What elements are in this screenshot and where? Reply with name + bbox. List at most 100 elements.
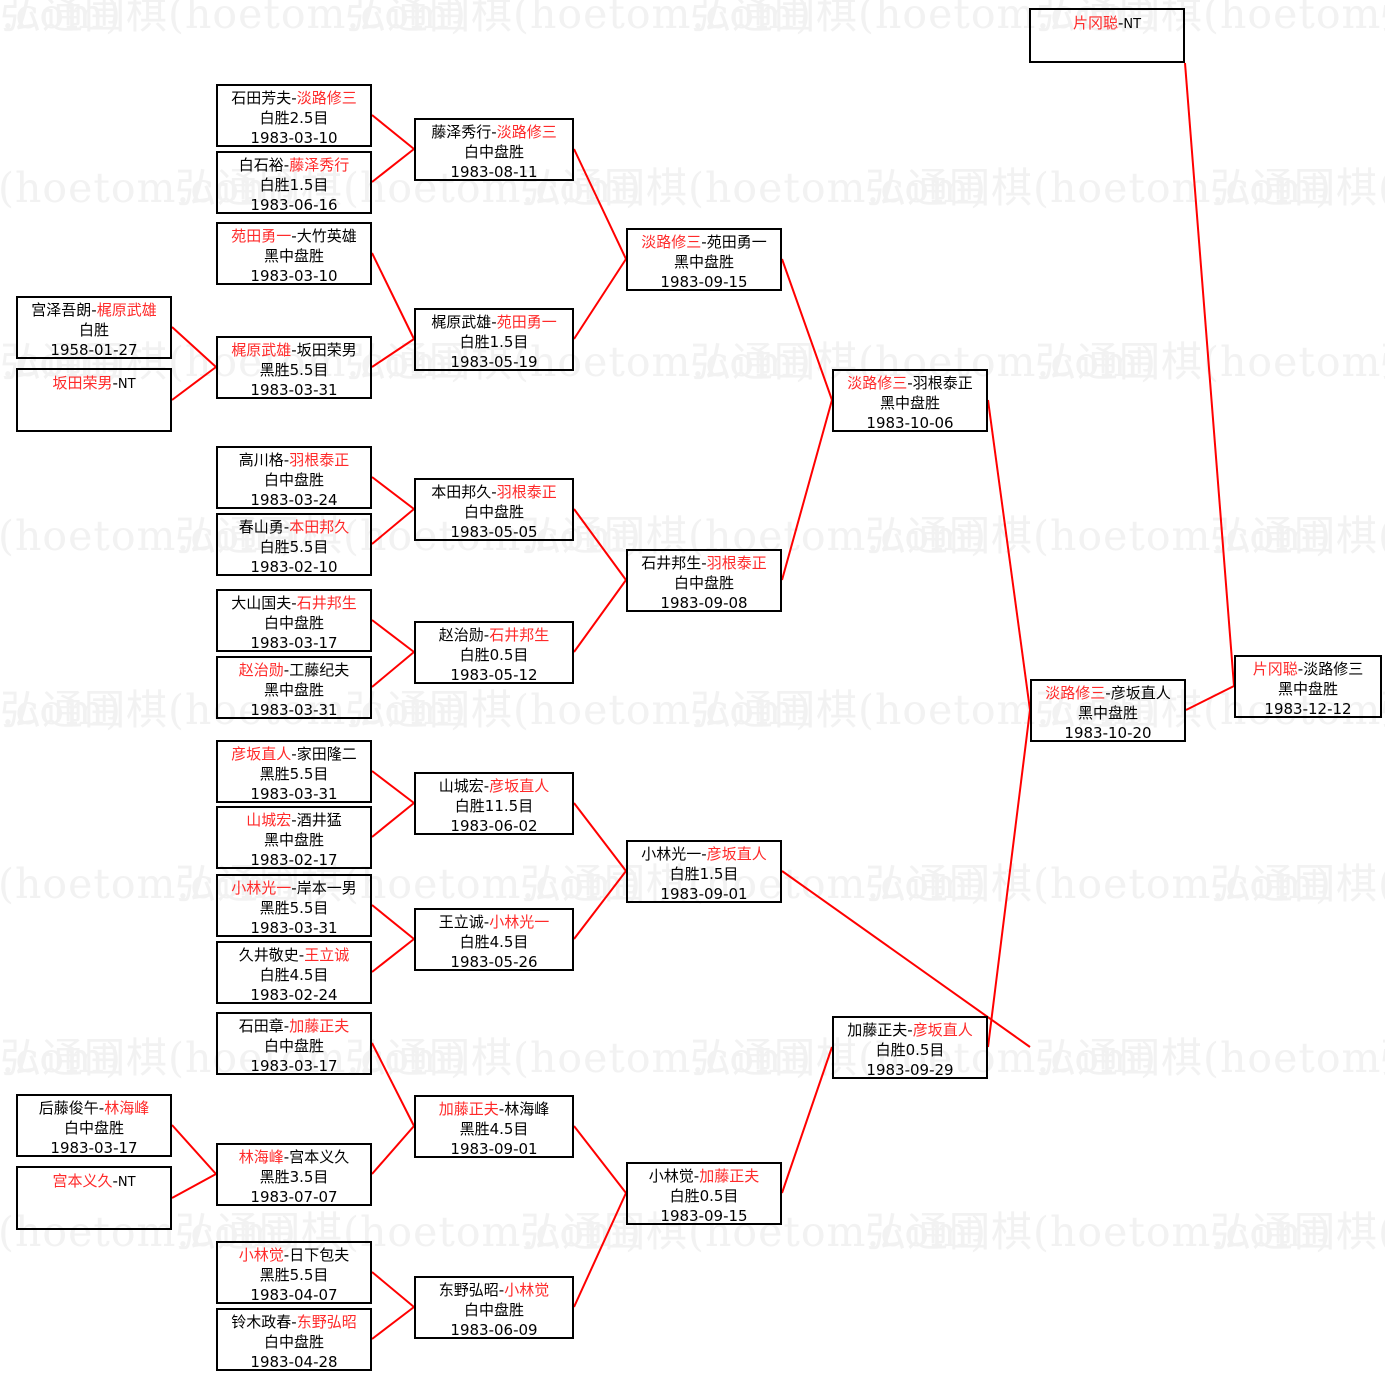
match-box-seed-goto-rin[interactable]: 后藤俊午-林海峰 白中盘胜 1983-03-17 (16, 1094, 172, 1157)
match-players: 赵治勋-工藤纪夫 (218, 660, 370, 680)
match-players: 白石裕-藤泽秀行 (218, 155, 370, 175)
connector-line (371, 651, 415, 688)
player-separator: - (283, 518, 290, 536)
player-left: 林海峰 (238, 1148, 284, 1166)
match-box-r1-takagawa-hane[interactable]: 高川格-羽根泰正 白中盘胜 1983-03-24 (216, 446, 372, 509)
match-box-r1-yamashiro-sakai[interactable]: 山城宏-酒井猛 黑中盘胜 1983-02-17 (216, 806, 372, 869)
match-box-r1-sonoda-otake[interactable]: 苑田勇一-大竹英雄 黑中盘胜 1983-03-10 (216, 222, 372, 285)
match-players: 春山勇-本田邦久 (218, 517, 370, 537)
match-result: 黑胜5.5目 (259, 899, 329, 917)
player-right: 工藤纪夫 (289, 661, 350, 679)
match-box-r4-awaji-hane[interactable]: 淡路修三-羽根泰正 黑中盘胜 1983-10-06 (832, 369, 988, 432)
watermark-text: 弘通围棋(hoetom.com) (0, 1372, 122, 1381)
player-left: 赵治勋 (238, 661, 284, 679)
match-players: 淡路修三-彦坂直人 (1032, 683, 1184, 703)
match-box-final-kataoka-awaji[interactable]: 片冈聪-淡路修三 黑中盘胜 1983-12-12 (1234, 655, 1382, 718)
match-date: 1983-03-24 (250, 491, 338, 509)
match-players: 藤泽秀行-淡路修三 (416, 122, 572, 142)
player-right: 羽根泰正 (912, 374, 973, 392)
player-left: 大山国夫 (231, 594, 292, 612)
match-players: 苑田勇一-大竹英雄 (218, 226, 370, 246)
player-right: 淡路修三 (496, 123, 557, 141)
match-date: 1983-03-31 (250, 785, 338, 803)
match-box-seed-miyazawa-kajiwara[interactable]: 宫泽吾朗-梶原武雄 白胜 1958-01-27 (16, 296, 172, 359)
match-box-r1-kui-oh[interactable]: 久井敬史-王立诚 白胜4.5目 1983-02-24 (216, 941, 372, 1004)
watermark-text: 弘通围棋(hoetom.com) (0, 1034, 122, 1082)
match-box-r1-kajiwara-sakata[interactable]: 梶原武雄-坂田荣男 黑胜5.5目 1983-03-31 (216, 336, 372, 399)
match-players: 坂田荣男-NT (18, 373, 170, 395)
player-separator: - (291, 745, 297, 763)
match-players: 铃木政春-东野弘昭 (218, 1312, 370, 1332)
match-result: 白胜11.5目 (454, 797, 534, 815)
match-box-r2-honda-hane[interactable]: 本田邦久-羽根泰正 白中盘胜 1983-05-05 (414, 478, 574, 541)
match-result: 白中盘胜 (263, 1037, 324, 1055)
match-box-r1-rin-miyamoto[interactable]: 林海峰-宫本义久 黑胜3.5目 1983-07-07 (216, 1143, 372, 1206)
match-box-r1-cho-kudo[interactable]: 赵治勋-工藤纪夫 黑中盘胜 1983-03-31 (216, 656, 372, 719)
match-date: 1983-04-07 (250, 1286, 338, 1304)
watermark-text: 弘通围棋(hoetom.com) (1380, 1024, 1385, 1084)
player-separator: - (701, 554, 707, 572)
match-box-r3-ishii-hane[interactable]: 石井邦生-羽根泰正 白中盘胜 1983-09-08 (626, 549, 782, 612)
player-left: 淡路修三 (1045, 684, 1106, 702)
match-date: 1983-03-31 (250, 919, 338, 937)
player-left: 藤泽秀行 (431, 123, 492, 141)
match-box-r1-suzuki-higashino[interactable]: 铃木政春-东野弘昭 白中盘胜 1983-04-28 (216, 1308, 372, 1371)
match-box-r2-oh-kobayashi[interactable]: 王立诚-小林光一 白胜4.5目 1983-05-26 (414, 908, 574, 971)
match-box-r2-kato-rin[interactable]: 加藤正夫-林海峰 黑胜4.5目 1983-09-01 (414, 1095, 574, 1158)
player-left: 山城宏 (438, 777, 484, 795)
match-result: 黑中盘胜 (263, 247, 324, 265)
watermark-text: 弘通围棋(hoetom.com) (345, 686, 812, 734)
connector-line (371, 1271, 415, 1308)
match-players: 大山国夫-石井邦生 (218, 593, 370, 613)
match-date: 1958-01-27 (50, 341, 138, 359)
match-date: 1983-03-10 (250, 267, 338, 285)
watermark-text: 弘通围棋(hoetom.com) (865, 860, 1332, 908)
match-box-r2-fujisawa-awaji[interactable]: 藤泽秀行-淡路修三 白中盘胜 1983-08-11 (414, 118, 574, 181)
connector-line (371, 938, 415, 973)
match-box-r1-kobayashi-kusaka[interactable]: 小林觉-日下包夫 黑胜5.5目 1983-04-07 (216, 1241, 372, 1304)
match-box-r1-ishida-awaji[interactable]: 石田芳夫-淡路修三 白胜2.5目 1983-03-10 (216, 84, 372, 147)
match-result: 黑中盘胜 (1077, 704, 1138, 722)
match-box-r1-haruyama-honda[interactable]: 春山勇-本田邦久 白胜5.5目 1983-02-10 (216, 513, 372, 576)
player-left: 本田邦久 (431, 483, 492, 501)
match-box-seed-miyamoto-nt[interactable]: 宫本义久-NT (16, 1166, 172, 1230)
player-separator: - (283, 661, 290, 679)
match-box-r2-cho-ishii[interactable]: 赵治勋-石井邦生 白胜0.5目 1983-05-12 (414, 621, 574, 684)
match-box-r3-kobayashi-hikosaka[interactable]: 小林光一-彦坂直人 白胜1.5目 1983-09-01 (626, 840, 782, 903)
player-separator: - (291, 227, 297, 245)
player-right: 藤泽秀行 (289, 156, 350, 174)
match-box-r3-kobayashi-kato[interactable]: 小林觉-加藤正夫 白胜0.5目 1983-09-15 (626, 1162, 782, 1225)
match-box-r1-oyama-ishii[interactable]: 大山国夫-石井邦生 白中盘胜 1983-03-17 (216, 589, 372, 652)
player-right: NT (117, 377, 136, 392)
match-box-r2-yamashiro-hikosaka[interactable]: 山城宏-彦坂直人 白胜11.5目 1983-06-02 (414, 772, 574, 835)
player-right: 苑田勇一 (496, 313, 557, 331)
match-box-r4-kato-hikosaka[interactable]: 加藤正夫-彦坂直人 白胜0.5目 1983-09-29 (832, 1016, 988, 1079)
player-separator: - (283, 156, 290, 174)
match-box-seed-kataoka-nt[interactable]: 片冈聪-NT (1029, 8, 1185, 63)
player-separator: - (291, 811, 297, 829)
player-right: 彦坂直人 (1110, 684, 1171, 702)
match-box-r1-hikosaka-ieda[interactable]: 彦坂直人-家田隆二 黑胜5.5目 1983-03-31 (216, 740, 372, 803)
player-right: 羽根泰正 (706, 554, 767, 572)
player-separator: - (291, 879, 297, 897)
match-box-r2-higashino-kobayashi[interactable]: 东野弘昭-小林觉 白中盘胜 1983-06-09 (414, 1276, 574, 1339)
match-result: 白胜0.5目 (875, 1041, 945, 1059)
player-left: 山城宏 (246, 811, 292, 829)
match-box-r2-kajiwara-sonoda[interactable]: 梶原武雄-苑田勇一 白胜1.5目 1983-05-19 (414, 308, 574, 371)
match-box-seed-sakata-nt[interactable]: 坂田荣男-NT (16, 368, 172, 432)
match-box-r1-kobayashi-kishimoto[interactable]: 小林光一-岸本一男 黑胜5.5目 1983-03-31 (216, 874, 372, 937)
match-players: 石井邦生-羽根泰正 (628, 553, 780, 573)
connector-line (987, 399, 1031, 711)
match-box-r3-awaji-sonoda[interactable]: 淡路修三-苑田勇一 黑中盘胜 1983-09-15 (626, 228, 782, 291)
match-box-r5-awaji-hikosaka[interactable]: 淡路修三-彦坂直人 黑中盘胜 1983-10-20 (1030, 679, 1186, 742)
match-box-r1-ishida-kato[interactable]: 石田章-加藤正夫 白中盘胜 1983-03-17 (216, 1012, 372, 1075)
connector-line (573, 508, 627, 581)
connector-line (371, 802, 415, 838)
connector-line (573, 148, 627, 260)
player-right: 彦坂直人 (489, 777, 550, 795)
player-separator: - (483, 626, 490, 644)
match-box-r1-shiraishi-fujisawa[interactable]: 白石裕-藤泽秀行 白胜1.5目 1983-06-16 (216, 151, 372, 214)
match-players: 加藤正夫-林海峰 (416, 1099, 572, 1119)
match-date: 1983-02-24 (250, 986, 338, 1004)
player-separator: - (491, 483, 497, 501)
